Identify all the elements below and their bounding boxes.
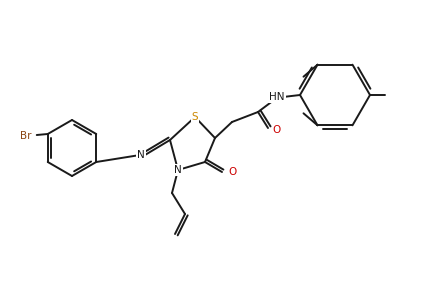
Text: O: O xyxy=(272,125,279,135)
Text: Br: Br xyxy=(20,131,32,141)
Text: N: N xyxy=(137,150,145,160)
Text: HN: HN xyxy=(268,92,284,102)
Text: N: N xyxy=(174,165,181,175)
Text: S: S xyxy=(191,112,198,122)
Text: O: O xyxy=(227,167,236,177)
